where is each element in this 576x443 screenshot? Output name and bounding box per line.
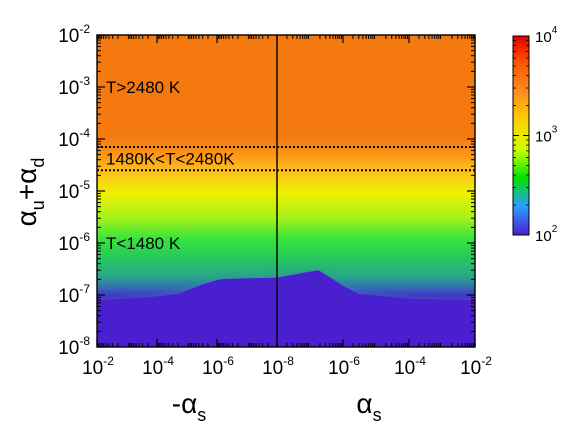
colorbar-tick-label-2: 102 — [535, 224, 558, 245]
x-tick-label-right-2-exponent: -4 — [415, 354, 426, 368]
y-tick-label-5: 10-7 — [58, 282, 90, 307]
boundary-lines — [97, 146, 475, 172]
x-axis-title-right: αs — [356, 388, 381, 425]
x-tick-label-left-0-exponent: -2 — [103, 354, 114, 368]
colorbar-tick-label-0: 104 — [535, 25, 558, 46]
x-tick-label-left-2-exponent: -6 — [223, 354, 234, 368]
y-axis-title-symbol-2: α — [11, 168, 42, 184]
colorbar-tick-label-0-exponent: 4 — [552, 25, 558, 36]
x-axis-title-left-symbol: α — [181, 388, 197, 419]
y-tick-label-3-base: 10 — [58, 182, 79, 203]
y-axis-title-subscript-1: u — [28, 200, 48, 210]
x-tick-label-right-2: 10-4 — [394, 354, 426, 379]
y-tick-label-0: 10-2 — [58, 22, 90, 47]
colorbar-tick-label-0-base: 10 — [535, 29, 552, 46]
low-temperature-region — [97, 270, 475, 347]
x-tick-label-left-1: 10-4 — [142, 354, 174, 379]
y-tick-label-3: 10-5 — [58, 178, 90, 203]
y-tick-label-6-base: 10 — [58, 338, 79, 359]
y-axis-title-subscript-2: d — [28, 158, 48, 168]
x-axis: 10-2 10-4 10-6 10-8 10-6 10-4 10-2 — [82, 35, 492, 379]
colorbar-tick-label-2-base: 10 — [535, 228, 552, 245]
x-axis-title-left: -αs — [172, 388, 207, 425]
y-tick-label-0-exponent: -2 — [79, 22, 90, 36]
x-tick-label-left-1-exponent: -4 — [163, 354, 174, 368]
x-axis-title-left-subscript: s — [197, 405, 206, 425]
plot-area — [97, 35, 475, 347]
x-tick-label-right-3-exponent: -2 — [481, 354, 492, 368]
region-label-2: T<1480 K — [106, 234, 181, 253]
x-tick-label-right-0-base: 10 — [262, 358, 283, 379]
x-tick-label-right-1-base: 10 — [328, 358, 349, 379]
y-tick-label-1-exponent: -3 — [79, 74, 90, 88]
y-axis: 10-210-310-410-510-610-710-8 — [58, 22, 475, 359]
y-tick-label-4-base: 10 — [58, 234, 79, 255]
y-tick-label-2-exponent: -4 — [79, 126, 90, 140]
x-tick-label-left-0: 10-2 — [82, 354, 114, 379]
y-tick-label-5-base: 10 — [58, 286, 79, 307]
x-tick-label-right-0-exponent: -8 — [283, 354, 294, 368]
y-tick-label-6: 10-8 — [58, 334, 90, 359]
x-axis-title-left-prefix: - — [172, 388, 181, 419]
x-tick-label-left-2-base: 10 — [202, 358, 223, 379]
y-tick-label-2: 10-4 — [58, 126, 90, 151]
y-tick-label-5-exponent: -7 — [79, 282, 90, 296]
x-tick-label-right-3-base: 10 — [460, 358, 481, 379]
y-tick-label-4-exponent: -6 — [79, 230, 90, 244]
region-label-0: T>2480 K — [106, 78, 181, 97]
y-tick-label-1-base: 10 — [58, 78, 79, 99]
region-label-1: 1480K<T<2480K — [106, 150, 235, 169]
x-tick-label-left-1-base: 10 — [142, 358, 163, 379]
x-tick-label-left-0-base: 10 — [82, 358, 103, 379]
y-axis-title-plus: + — [11, 184, 42, 200]
y-axis-title-symbol-1: α — [11, 210, 42, 226]
y-tick-label-6-exponent: -8 — [79, 334, 90, 348]
y-tick-label-0-base: 10 — [58, 26, 79, 47]
x-tick-label-right-0: 10-8 — [262, 354, 294, 379]
colorbar-tick-label-1-exponent: 3 — [552, 125, 558, 136]
y-tick-label-3-exponent: -5 — [79, 178, 90, 192]
x-tick-label-right-1-exponent: -6 — [349, 354, 360, 368]
x-axis-title-right-symbol: α — [356, 388, 372, 419]
region-labels: T>2480 K 1480K<T<2480K T<1480 K — [106, 78, 235, 253]
x-tick-label-left-2: 10-6 — [202, 354, 234, 379]
y-tick-label-2-base: 10 — [58, 130, 79, 151]
x-tick-label-right-2-base: 10 — [394, 358, 415, 379]
x-tick-label-right-1: 10-6 — [328, 354, 360, 379]
x-axis-title-right-subscript: s — [373, 405, 382, 425]
y-tick-label-1: 10-3 — [58, 74, 90, 99]
y-axis-title: αu+αd — [11, 158, 48, 227]
x-tick-label-right-3: 10-2 — [460, 354, 492, 379]
colorbar-tick-label-1: 103 — [535, 125, 558, 146]
colorbar-tick-label-2-exponent: 2 — [552, 224, 558, 235]
y-tick-label-4: 10-6 — [58, 230, 90, 255]
colorbar-tick-label-1-base: 10 — [535, 129, 552, 146]
